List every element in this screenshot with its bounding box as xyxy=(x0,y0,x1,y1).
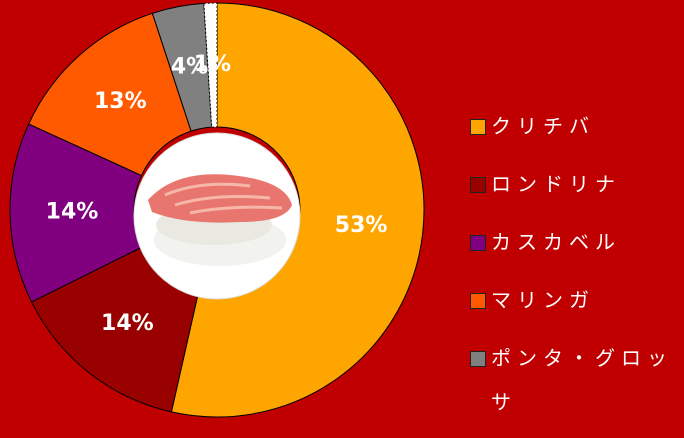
legend-label: クリチバ xyxy=(491,114,595,138)
value-label: 1% xyxy=(194,52,231,77)
legend-label: ポンタ・グロッサ xyxy=(491,346,673,414)
legend-label: ロンドリナ xyxy=(491,172,621,196)
page: 53% 14% 14% 13% 4% 1% クリチバ ロンドリナ カスカベル マリンガ ポンタ・グ… xyxy=(9,2,667,418)
legend-item: マリンガ xyxy=(470,278,684,322)
legend-label: カスカベル xyxy=(491,230,621,254)
value-label: 13% xyxy=(94,89,147,114)
legend-label: マリンガ xyxy=(491,288,595,312)
chart: 53% 14% 14% 13% 4%1% xyxy=(9,2,425,418)
slice xyxy=(203,2,218,128)
legend-item: ポンタ・グロッサ xyxy=(470,336,684,424)
value-label: 14% xyxy=(46,199,99,224)
legend-swatch xyxy=(470,351,486,367)
legend-swatch xyxy=(470,235,486,251)
slice xyxy=(170,2,425,418)
labels: 53% 14% 14% 13% 4%1% xyxy=(46,52,388,336)
value-label: 14% xyxy=(101,311,154,336)
slices xyxy=(9,2,425,418)
value-label: 53% xyxy=(335,213,388,238)
legend-item: ロンドリナ xyxy=(470,162,684,206)
legend-swatch xyxy=(470,119,486,135)
legend: クリチバロンドリナカスカベルマリンガポンタ・グロッサ xyxy=(470,104,684,438)
center-image xyxy=(133,132,301,300)
legend-item: クリチバ xyxy=(470,104,684,148)
legend-swatch xyxy=(470,177,486,193)
slice xyxy=(28,12,192,177)
legend-swatch xyxy=(470,293,486,309)
value-label: 4% xyxy=(171,55,208,80)
legend-item: カスカベル xyxy=(470,220,684,264)
